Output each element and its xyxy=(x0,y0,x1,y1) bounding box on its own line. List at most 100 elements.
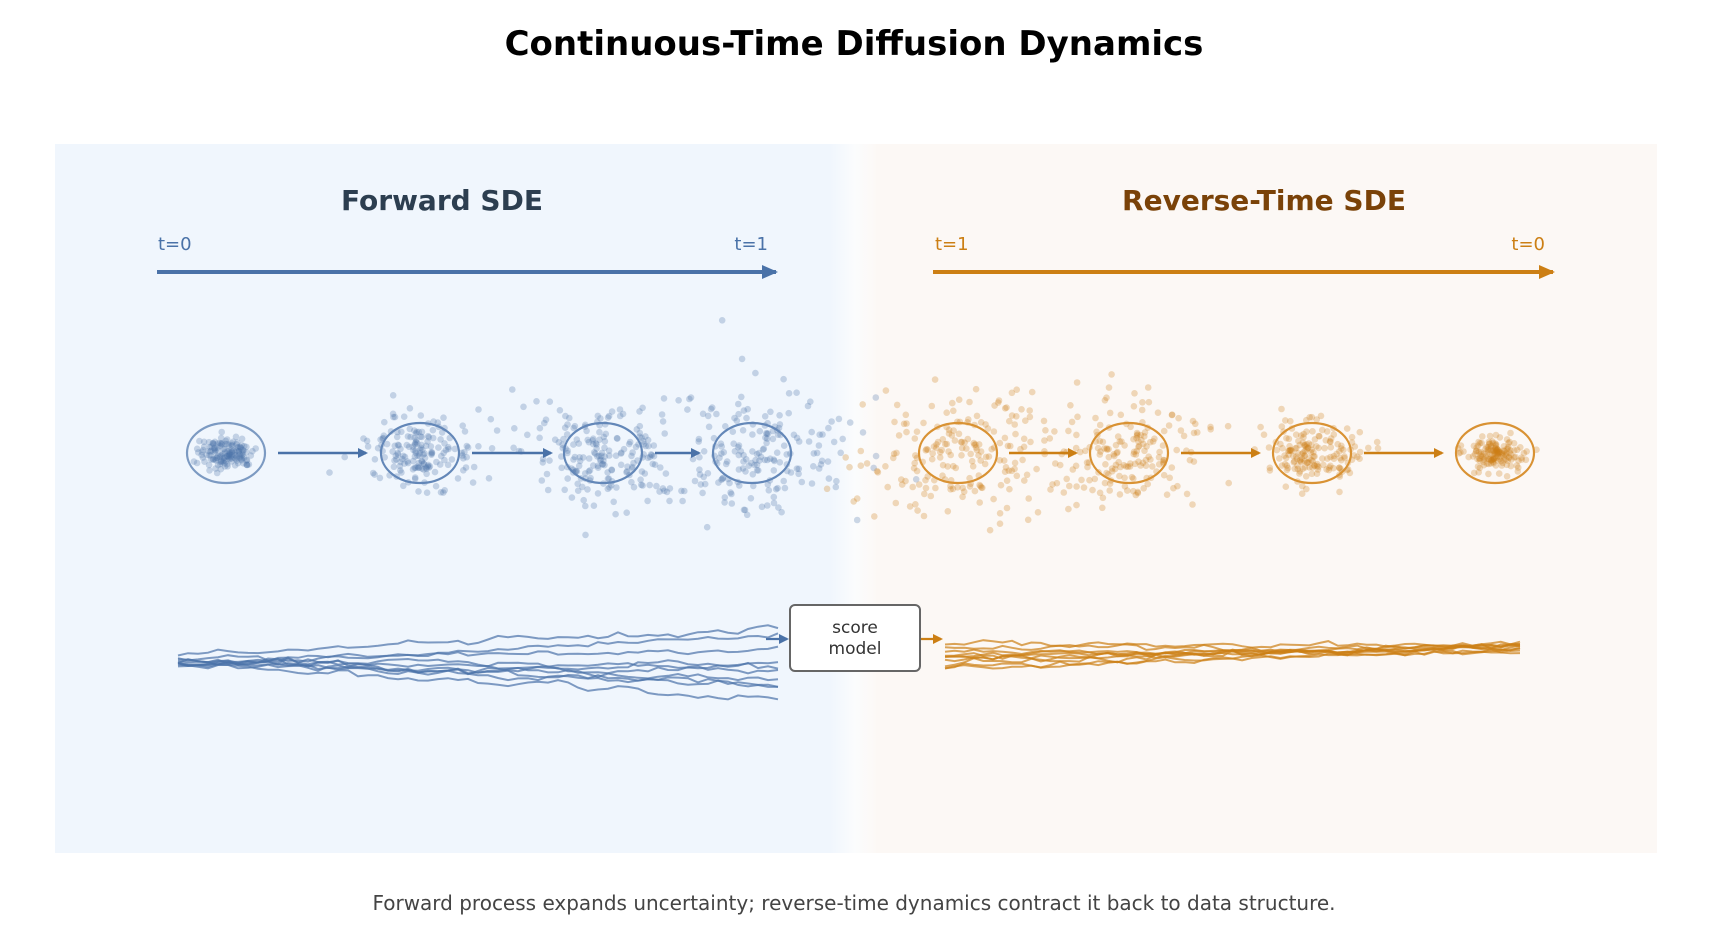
distribution-ellipses xyxy=(185,421,1536,485)
sample-dot xyxy=(913,467,921,475)
sample-dot xyxy=(756,457,763,464)
sample-dot xyxy=(1326,438,1334,445)
sample-dot xyxy=(571,422,579,430)
sample-dot xyxy=(1190,429,1198,437)
sample-dot xyxy=(561,486,568,494)
sample-dot xyxy=(1294,462,1301,469)
sample-dot xyxy=(795,465,803,473)
sample-dot xyxy=(1488,456,1496,464)
sample-dot xyxy=(1041,437,1048,444)
sample-dot xyxy=(211,446,218,454)
sample-dot xyxy=(1116,472,1123,480)
sample-dot xyxy=(406,425,414,433)
sample-dot xyxy=(626,438,634,446)
sample-dot xyxy=(589,437,596,444)
sample-dot xyxy=(1330,431,1338,438)
sample-dot xyxy=(420,460,427,467)
sample-dot xyxy=(1310,453,1317,460)
sample-dot xyxy=(208,447,215,455)
sample-dot xyxy=(599,460,607,468)
sample-dot xyxy=(898,481,906,488)
sample-dot xyxy=(1494,457,1501,464)
sample-dot xyxy=(1492,445,1499,453)
sample-dot xyxy=(371,471,378,478)
sample-dot xyxy=(1330,464,1337,472)
sample-dot xyxy=(758,503,766,511)
sample-dot xyxy=(228,455,235,462)
sample-dot xyxy=(964,435,972,443)
sample-dot xyxy=(1299,449,1307,457)
sample-dot xyxy=(815,442,823,449)
sample-dot xyxy=(761,456,769,464)
score-model-frame xyxy=(789,604,921,672)
sample-dot xyxy=(1311,436,1319,443)
sample-dot xyxy=(716,454,723,462)
sample-dot xyxy=(428,449,436,457)
sample-dot xyxy=(968,457,976,465)
sample-dot xyxy=(381,454,389,461)
sample-dot xyxy=(793,434,801,442)
sample-dot xyxy=(703,523,711,531)
sample-dot xyxy=(226,450,233,458)
sample-dot xyxy=(236,454,244,461)
sample-dot xyxy=(1131,460,1139,468)
sample-dot xyxy=(1141,429,1149,436)
sample-dot xyxy=(842,454,849,461)
sample-dot xyxy=(576,454,583,461)
sample-dot xyxy=(704,470,712,477)
sample-dot xyxy=(206,443,214,451)
sample-dot xyxy=(1520,449,1528,457)
sample-dot xyxy=(196,437,203,445)
sample-dot xyxy=(221,445,228,453)
sample-dot xyxy=(1505,439,1512,447)
sample-dot xyxy=(1073,431,1080,439)
sample-dot xyxy=(211,449,218,456)
sample-dot xyxy=(651,461,659,469)
sample-dot xyxy=(533,398,540,405)
sample-dot xyxy=(404,459,412,467)
sample-dot xyxy=(646,453,654,461)
sample-dot xyxy=(582,531,589,539)
sample-dot xyxy=(1300,434,1307,441)
sample-dot xyxy=(722,423,729,430)
sample-dot xyxy=(1144,480,1151,488)
sample-dot xyxy=(931,376,939,383)
sample-dot xyxy=(1299,439,1307,446)
sample-dot xyxy=(225,447,233,455)
sample-dot xyxy=(205,461,213,469)
sample-dot xyxy=(1301,452,1309,459)
sample-dot xyxy=(1160,471,1168,479)
sample-dot xyxy=(1493,454,1500,461)
sample-dot xyxy=(200,443,208,451)
sample-dot xyxy=(236,450,243,458)
sample-dot xyxy=(770,493,778,501)
sample-dot xyxy=(1069,466,1077,473)
sample-dot xyxy=(632,443,640,451)
sample-dot xyxy=(210,441,217,448)
sample-dot xyxy=(1046,435,1054,442)
reverse-distribution-ellipse-3 xyxy=(1271,421,1353,485)
score-model-label-line2: model xyxy=(829,639,882,659)
sample-dot xyxy=(539,459,547,466)
sample-dot xyxy=(605,475,613,483)
forward-t-end-label: t=1 xyxy=(734,234,768,255)
sample-dot xyxy=(945,430,953,437)
sample-dot xyxy=(235,447,243,455)
sample-dot xyxy=(440,489,447,496)
sample-dot xyxy=(1477,450,1485,458)
sample-dot xyxy=(575,440,583,447)
sample-dot xyxy=(1501,451,1509,458)
sample-dot xyxy=(1121,474,1128,482)
sample-dot xyxy=(434,419,442,426)
sample-dot xyxy=(752,456,759,464)
sample-dot xyxy=(910,464,918,472)
sample-dot xyxy=(696,466,703,474)
sample-dot xyxy=(1135,458,1142,466)
sample-dot xyxy=(920,419,927,427)
sample-dot xyxy=(590,502,598,510)
sample-dot xyxy=(715,479,722,486)
sample-dot xyxy=(884,483,891,491)
sample-dot xyxy=(463,442,471,450)
sample-dot xyxy=(410,446,417,454)
sample-dot xyxy=(913,428,921,436)
